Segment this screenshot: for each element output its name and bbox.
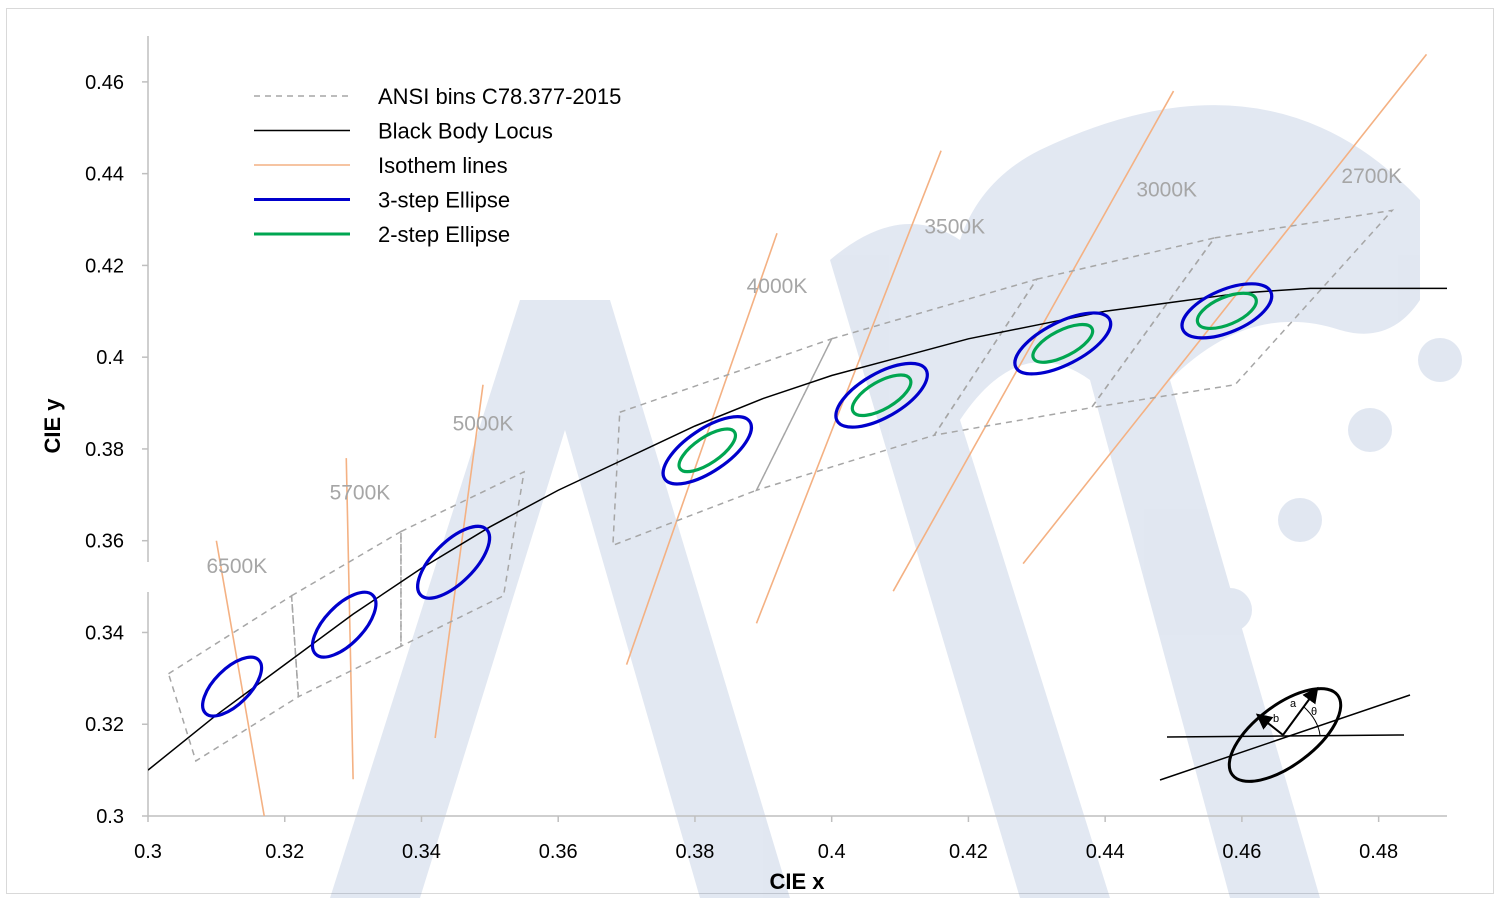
- legend-label-4: 3-step Ellipse: [378, 188, 510, 213]
- y-tick-label: 0.42: [85, 255, 124, 277]
- three-step-ellipse-4: [661, 415, 753, 486]
- watermark: [330, 105, 1462, 898]
- x-tick-labels: 0.3 0.32 0.34 0.36 0.38 0.4 0.42 0.44 0.46 0.48: [134, 841, 1398, 863]
- cct-label-5700k: 5700K: [330, 481, 391, 504]
- x-tick-label: 0.36: [539, 841, 578, 863]
- three-step-ellipses: [201, 282, 1274, 718]
- chart-frame: [6, 8, 1494, 894]
- x-tick-label: 0.48: [1359, 841, 1398, 863]
- x-tick-label: 0.3: [134, 841, 162, 863]
- two-step-ellipse-1: [677, 427, 738, 474]
- cct-label-3000k: 3000K: [1136, 179, 1197, 202]
- x-tick-label: 0.32: [265, 841, 304, 863]
- legend-label-3: Isothem lines: [378, 153, 508, 178]
- ellipse-parameter-inset: [1227, 687, 1343, 783]
- three-step-ellipse-3: [416, 524, 492, 600]
- y-tick-labels: 0.3 0.32 0.34 0.36 0.38 0.4 0.42 0.44 0.46: [85, 72, 124, 828]
- inset-axis-b-arrow: [1255, 713, 1284, 736]
- inset-angle-arc: [1303, 706, 1321, 736]
- x-tick-marks: [147, 816, 1380, 822]
- two-step-ellipse-4: [1195, 291, 1258, 331]
- inset-ellipse: [1227, 687, 1343, 783]
- inset-label-a: a: [1290, 698, 1297, 710]
- y-tick-label: 0.36: [85, 531, 124, 553]
- two-step-ellipse-2: [850, 373, 913, 418]
- ansi-bin-1: [167, 594, 300, 763]
- y-tick-label: 0.4: [96, 347, 124, 369]
- three-step-ellipse-1: [201, 655, 264, 718]
- three-step-ellipse-7: [1180, 282, 1274, 340]
- three-step-ellipse-5: [834, 361, 929, 429]
- y-tick-label: 0.38: [85, 439, 124, 461]
- x-tick-label: 0.46: [1222, 841, 1261, 863]
- two-step-ellipses: [677, 291, 1258, 474]
- cct-label-6500k: 6500K: [207, 555, 268, 578]
- inset-horizontal-line: [1166, 734, 1405, 738]
- x-tick-label: 0.4: [818, 841, 846, 863]
- x-axis-label: CIE x: [769, 869, 825, 894]
- x-tick-label: 0.34: [402, 841, 441, 863]
- isotherm-line-5000k: [434, 384, 484, 739]
- y-tick-label: 0.44: [85, 164, 124, 186]
- isotherm-lines: [215, 53, 1428, 816]
- isotherm-line-6500k: [215, 540, 266, 816]
- x-tick-label: 0.42: [949, 841, 988, 863]
- cct-label-3500k: 3500K: [924, 215, 985, 238]
- ansi-bin-7: [1089, 209, 1395, 409]
- inset-tilted-line: [1159, 694, 1411, 781]
- axes: [142, 36, 1447, 822]
- isotherm-line-4000k: [625, 233, 778, 665]
- ansi-bin-2: [290, 530, 402, 698]
- isotherm-line-2700k: [1022, 53, 1428, 565]
- three-step-ellipse-2: [310, 590, 378, 659]
- y-axis-label: CIE y: [40, 398, 65, 454]
- legend-label-2: Black Body Locus: [378, 119, 553, 144]
- isotherm-line-3500k: [755, 150, 942, 624]
- inset-label-b: b: [1273, 713, 1279, 725]
- y-tick-label: 0.34: [85, 622, 124, 644]
- cct-label-4000k: 4000K: [747, 275, 808, 298]
- ansi-bin-6: [932, 236, 1217, 437]
- x-tick-label: 0.38: [675, 841, 714, 863]
- three-step-ellipse-6: [1013, 311, 1113, 376]
- y-tick-label: 0.32: [85, 714, 124, 736]
- ansi-bins: [167, 209, 1395, 763]
- y-tick-label: 0.3: [96, 806, 124, 828]
- isotherm-line-3000k: [892, 90, 1175, 592]
- isotherm-line-5700k: [345, 458, 354, 780]
- legend: ANSI bins C78.377-2015 Black Body Locus Is…: [254, 84, 621, 247]
- ansi-bin-3: [400, 470, 526, 648]
- cct-label-5000k: 5000K: [453, 413, 514, 436]
- inset-lines: a b θ: [1159, 686, 1411, 781]
- legend-label-1: ANSI bins C78.377-2015: [378, 84, 621, 109]
- two-step-ellipse-3: [1031, 322, 1095, 364]
- cct-label-2700k: 2700K: [1341, 165, 1402, 188]
- cct-labels: 6500K 5700K 5000K 4000K 3500K 3000K 2700K: [207, 165, 1403, 578]
- legend-label-5: 2-step Ellipse: [378, 222, 510, 247]
- inset-label-theta: θ: [1311, 706, 1317, 718]
- inset-axis-a-arrow: [1282, 686, 1319, 736]
- x-tick-label: 0.44: [1086, 841, 1125, 863]
- y-tick-label: 0.46: [85, 72, 124, 94]
- y-tick-marks: [142, 81, 148, 817]
